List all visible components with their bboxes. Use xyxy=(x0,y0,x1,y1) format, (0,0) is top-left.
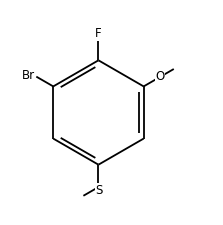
Text: S: S xyxy=(95,184,102,197)
Text: O: O xyxy=(155,70,165,83)
Text: Br: Br xyxy=(22,69,35,82)
Text: F: F xyxy=(95,27,102,40)
